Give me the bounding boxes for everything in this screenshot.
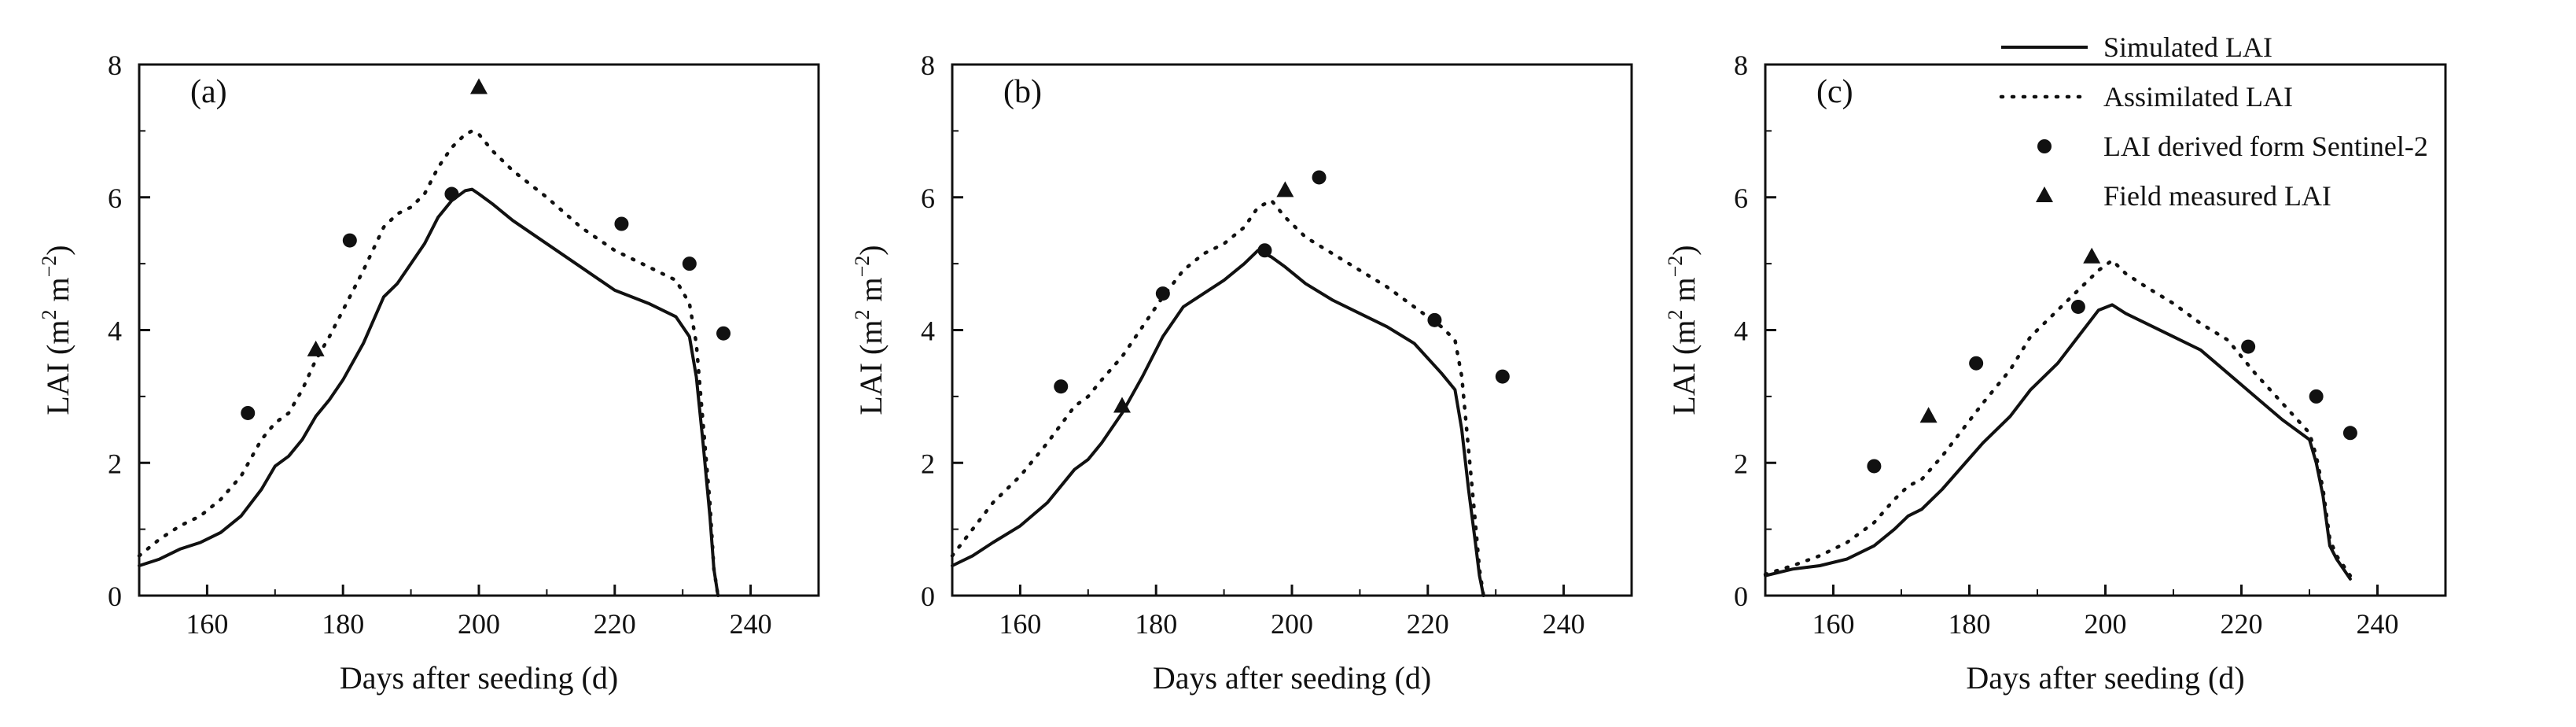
sentinel-point [1427, 312, 1442, 327]
sentinel-point [1257, 243, 1272, 258]
simulated-lai-line [138, 187, 720, 597]
legend-label: Simulated LAI [2103, 31, 2272, 63]
x-tick-label: 160 [999, 608, 1041, 640]
assimilated-lai-line [137, 129, 720, 598]
simulated-lai-line [951, 249, 1485, 597]
y-tick-label: 4 [1734, 316, 1748, 347]
y-tick-label: 6 [108, 183, 122, 214]
plot-frame [951, 63, 1633, 597]
y-tick-label: 6 [921, 183, 935, 214]
y-tick-label: 0 [1734, 581, 1748, 612]
field-point [2083, 247, 2101, 264]
x-tick-label: 160 [186, 608, 228, 640]
panel-c: 160 180 200 220 240 0 2 4 6 8 Days after seeding (… [1664, 50, 2447, 696]
panel-label: (b) [1003, 74, 1042, 110]
x-tick-label: 200 [2085, 608, 2127, 640]
sentinel-point [1969, 356, 1984, 371]
x-tick-label: 220 [1407, 608, 1449, 640]
field-point [307, 340, 325, 356]
sentinel-point [342, 233, 357, 248]
x-tick-label: 160 [1812, 608, 1855, 640]
legend-label: Assimilated LAI [2103, 81, 2293, 113]
field-point [1276, 181, 1294, 197]
x-tick-label: 220 [594, 608, 636, 640]
panel-a: 160 180 200 220 240 0 2 4 6 8 Days after seeding (… [38, 50, 820, 696]
sentinel-point [2241, 339, 2256, 354]
panel-label: (c) [1816, 74, 1853, 110]
sentinel-point [241, 405, 256, 420]
field-point [1113, 397, 1131, 413]
sentinel-point [444, 186, 459, 201]
legend-label: LAI derived form Sentinel-2 [2103, 131, 2428, 162]
legend-item: Field measured LAI [2036, 180, 2331, 212]
sentinel-point [1312, 170, 1327, 185]
assimilated-lai-line [950, 198, 1485, 598]
sentinel-point [2309, 389, 2324, 404]
sentinel-point [1155, 286, 1170, 301]
x-axis-title: Days after seeding (d) [340, 660, 618, 696]
y-tick-label: 8 [1734, 50, 1748, 81]
legend-circle-marker [2037, 139, 2052, 153]
sentinel-point [2070, 299, 2085, 314]
legend-triangle-marker [2036, 186, 2053, 202]
legend: Simulated LAI Assimilated LAI LAI derived … [1999, 31, 2428, 212]
y-axis-title: LAI (m2 m−2) [1664, 245, 1702, 415]
x-tick-label: 180 [322, 608, 364, 640]
sentinel-point [2342, 426, 2357, 441]
x-axis-title: Days after seeding (d) [1153, 660, 1431, 696]
x-tick-label: 200 [458, 608, 500, 640]
y-tick-label: 0 [921, 581, 935, 612]
sentinel-point [614, 216, 629, 231]
field-point [470, 78, 488, 94]
y-tick-label: 2 [921, 448, 935, 479]
field-point [1919, 407, 1938, 423]
y-tick-label: 6 [1734, 183, 1748, 214]
y-axis-title: LAI (m2 m−2) [38, 245, 75, 415]
sentinel-point [716, 326, 731, 341]
panel-b: 160 180 200 220 240 0 2 4 6 8 Days after seeding (… [851, 50, 1633, 696]
sentinel-point [1495, 369, 1510, 384]
x-tick-label: 180 [1135, 608, 1177, 640]
x-tick-label: 180 [1949, 608, 1991, 640]
sentinel-point [682, 256, 697, 271]
y-tick-label: 2 [108, 448, 122, 479]
panel-label: (a) [190, 74, 227, 110]
legend-item: LAI derived form Sentinel-2 [2037, 131, 2428, 162]
y-tick-label: 8 [108, 50, 122, 81]
y-axis-title: LAI (m2 m−2) [851, 245, 889, 415]
sentinel-point [1867, 459, 1882, 474]
x-tick-label: 240 [1543, 608, 1585, 640]
simulated-lai-line [1764, 303, 2352, 581]
x-tick-label: 240 [2357, 608, 2399, 640]
legend-item: Assimilated LAI [1999, 81, 2293, 113]
assimilated-lai-line [1763, 258, 2353, 578]
x-axis-title: Days after seeding (d) [1966, 660, 2244, 696]
legend-item: Simulated LAI [2001, 31, 2272, 63]
y-tick-label: 4 [921, 316, 935, 347]
y-tick-label: 0 [108, 581, 122, 612]
x-tick-label: 220 [2221, 608, 2263, 640]
y-tick-label: 8 [921, 50, 935, 81]
legend-label: Field measured LAI [2103, 180, 2331, 212]
x-tick-label: 200 [1271, 608, 1313, 640]
y-tick-label: 4 [108, 316, 122, 347]
sentinel-point [1054, 379, 1069, 394]
x-tick-label: 240 [730, 608, 772, 640]
y-tick-label: 2 [1734, 448, 1748, 479]
